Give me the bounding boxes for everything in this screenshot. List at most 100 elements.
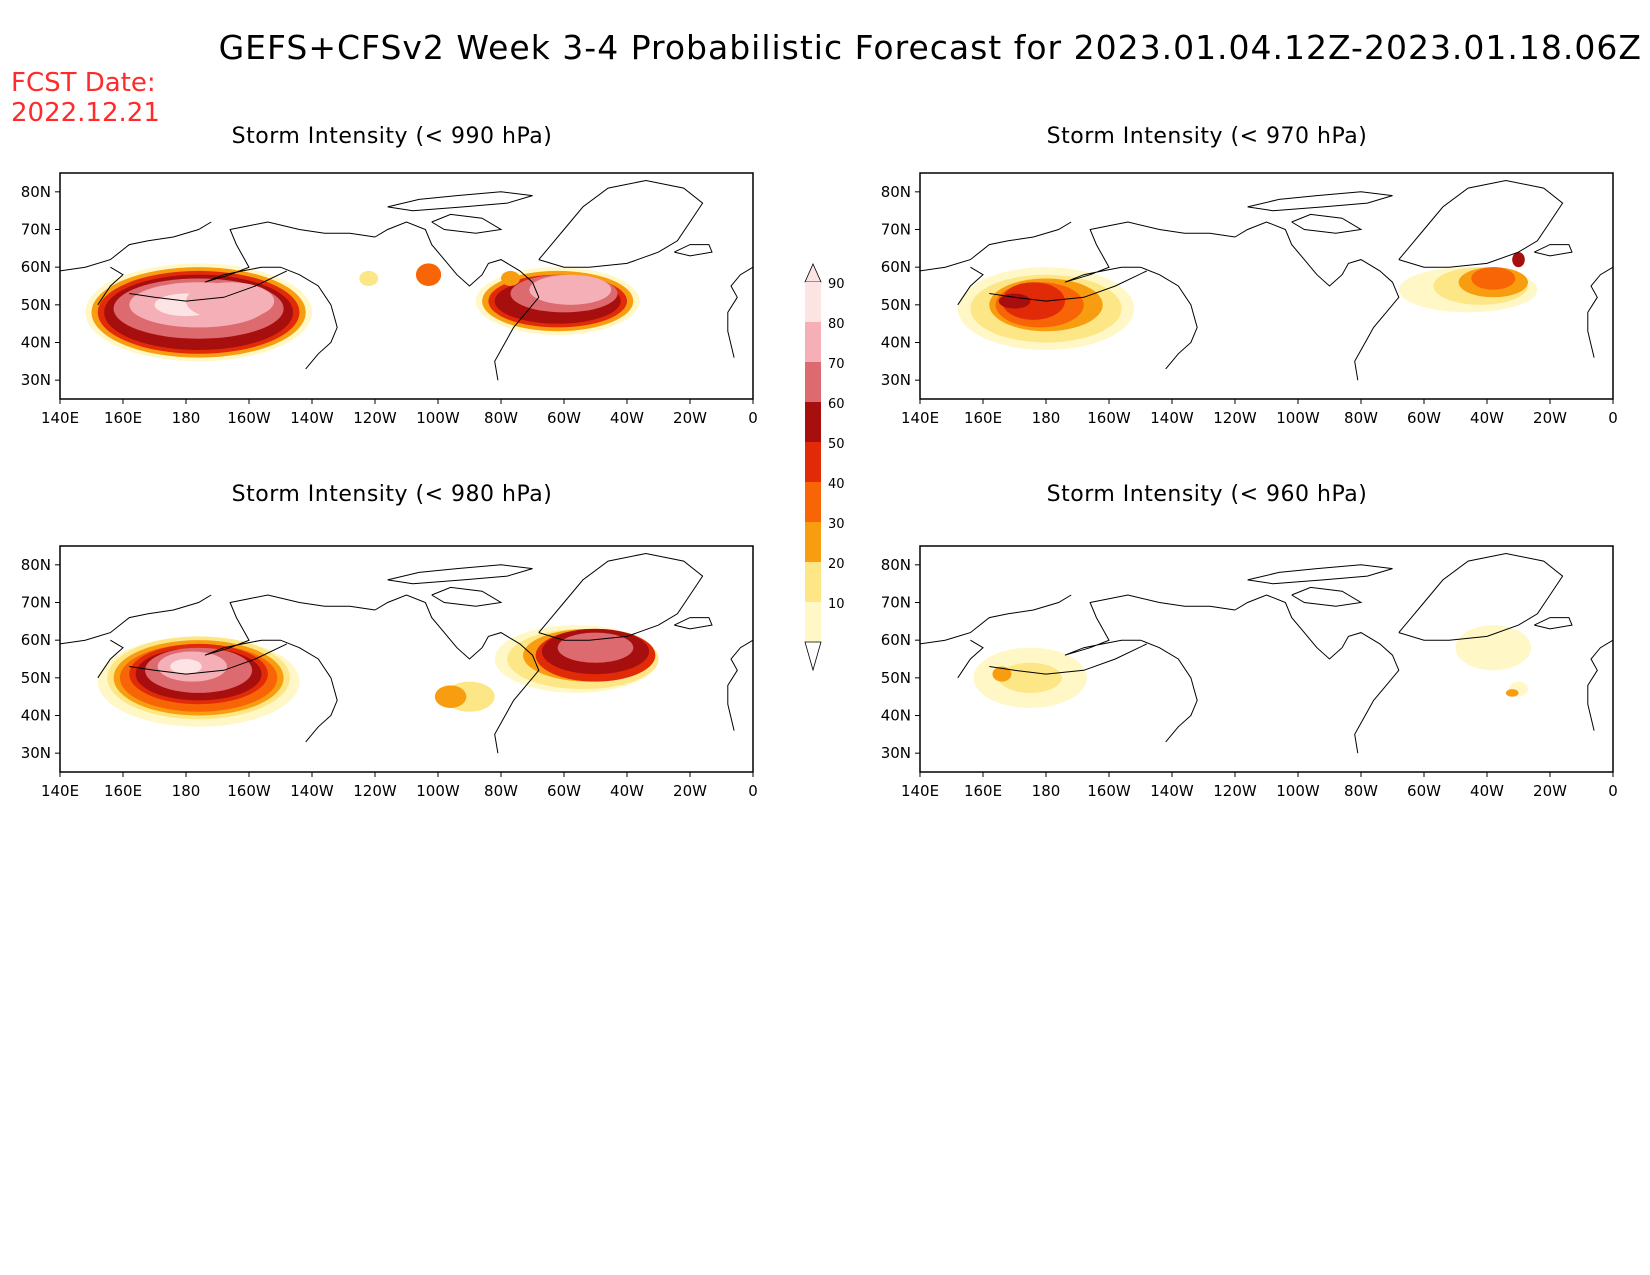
coastline [97, 266, 124, 306]
colorbar-swatch [805, 282, 821, 322]
probability-region [186, 282, 275, 320]
lon-label: 140E [41, 782, 79, 800]
colorbar-label: 60 [828, 397, 845, 412]
lon-label: 100W [416, 782, 460, 800]
lon-label: 60W [547, 409, 581, 427]
map-frame [59, 172, 754, 400]
lon-label: 140E [901, 409, 939, 427]
lat-label: 40N [21, 707, 51, 725]
lon-label: 160E [964, 409, 1002, 427]
coastline [727, 266, 753, 358]
lon-label: 80W [1344, 409, 1378, 427]
lon-label: 140E [901, 782, 939, 800]
coastlines [60, 179, 753, 381]
colorbar-label: 90 [828, 277, 845, 292]
probability-region [501, 270, 520, 287]
lon-label: 180 [172, 409, 201, 427]
lon-label: 100W [1276, 409, 1320, 427]
lon-label: 100W [416, 409, 460, 427]
lat-label: 70N [21, 594, 51, 612]
probability-region [1512, 252, 1525, 268]
colorbar-swatch [805, 562, 821, 602]
probability-region [992, 666, 1012, 682]
coastline [957, 639, 984, 679]
colorbar-swatch [805, 362, 821, 402]
coastline [1398, 552, 1564, 641]
lon-label: 20W [1533, 782, 1567, 800]
panel-title-990: Storm Intensity (< 990 hPa) [231, 124, 553, 149]
lon-label: 140W [290, 409, 334, 427]
colorbar: 90 80 70 60 50 40 30 20 10 [804, 263, 845, 672]
lat-label: 60N [21, 631, 51, 649]
lon-label: 60W [1407, 782, 1441, 800]
lon-label: 120W [353, 782, 397, 800]
lon-label: 180 [172, 782, 201, 800]
probability-shading [973, 625, 1532, 708]
coastline [989, 643, 1148, 675]
coastline [60, 221, 212, 272]
coastline [1234, 594, 1400, 754]
coastline [431, 586, 503, 607]
lat-label: 30N [881, 371, 911, 389]
colorbar-swatch [805, 522, 821, 562]
probability-region [415, 263, 442, 287]
coastline [1587, 639, 1613, 731]
lat-label: 60N [881, 258, 911, 276]
coastline [1064, 221, 1236, 370]
lon-label: 0 [1608, 409, 1618, 427]
lat-label: 70N [881, 594, 911, 612]
coastline [920, 594, 1072, 645]
probability-region [359, 270, 379, 287]
map-panel-p990: 80N 70N 60N 50N 40N 30N 140E 160E 180 160W 140W 120… [21, 172, 758, 427]
lat-label: 40N [881, 707, 911, 725]
colorbar-swatch [805, 322, 821, 362]
lat-label: 30N [881, 744, 911, 762]
lon-label: 80W [484, 409, 518, 427]
lon-label: 160E [964, 782, 1002, 800]
colorbar-swatch [805, 482, 821, 522]
lat-label: 80N [881, 183, 911, 201]
coastline [1534, 617, 1573, 630]
coastlines [920, 179, 1613, 381]
coastline [97, 639, 124, 679]
coastline [674, 617, 713, 630]
lat-label: 50N [881, 669, 911, 687]
lat-label: 70N [21, 221, 51, 239]
coastline [204, 594, 376, 743]
coastline [374, 594, 540, 754]
probability-region [1471, 267, 1516, 290]
colorbar-label: 80 [828, 317, 845, 332]
lon-label: 160W [227, 782, 271, 800]
coastline [674, 244, 713, 257]
coastlines [60, 552, 753, 754]
lon-label: 140W [1150, 782, 1194, 800]
lat-label: 80N [881, 556, 911, 574]
coastline [1247, 564, 1393, 585]
probability-region [1505, 689, 1519, 697]
lon-label: 20W [673, 782, 707, 800]
lat-label: 70N [881, 221, 911, 239]
lon-label: 180 [1032, 409, 1061, 427]
colorbar-label: 50 [828, 437, 845, 452]
lon-label: 80W [484, 782, 518, 800]
coastline [920, 221, 1072, 272]
map-panel-p970: 80N 70N 60N 50N 40N 30N 140E 160E 180 160W 140W 120… [881, 172, 1618, 427]
colorbar-swatch [805, 442, 821, 482]
coastline [538, 552, 704, 641]
forecast-date-label: FCST Date: [11, 68, 156, 98]
lon-label: 160W [227, 409, 271, 427]
probability-region [434, 685, 467, 708]
probability-region [1001, 282, 1065, 320]
colorbar-bottom-arrow [804, 641, 822, 672]
panel-title-970: Storm Intensity (< 970 hPa) [1046, 124, 1368, 149]
coastline [989, 270, 1148, 302]
lat-label: 60N [881, 631, 911, 649]
coastline [957, 266, 984, 306]
colorbar-label: 10 [828, 597, 845, 612]
lon-label: 120W [1213, 409, 1257, 427]
colorbar-swatch [805, 602, 821, 642]
lat-label: 30N [21, 371, 51, 389]
page-title: GEFS+CFSv2 Week 3-4 Probabilistic Foreca… [218, 28, 1642, 67]
lon-label: 140W [290, 782, 334, 800]
colorbar-label: 30 [828, 517, 845, 532]
